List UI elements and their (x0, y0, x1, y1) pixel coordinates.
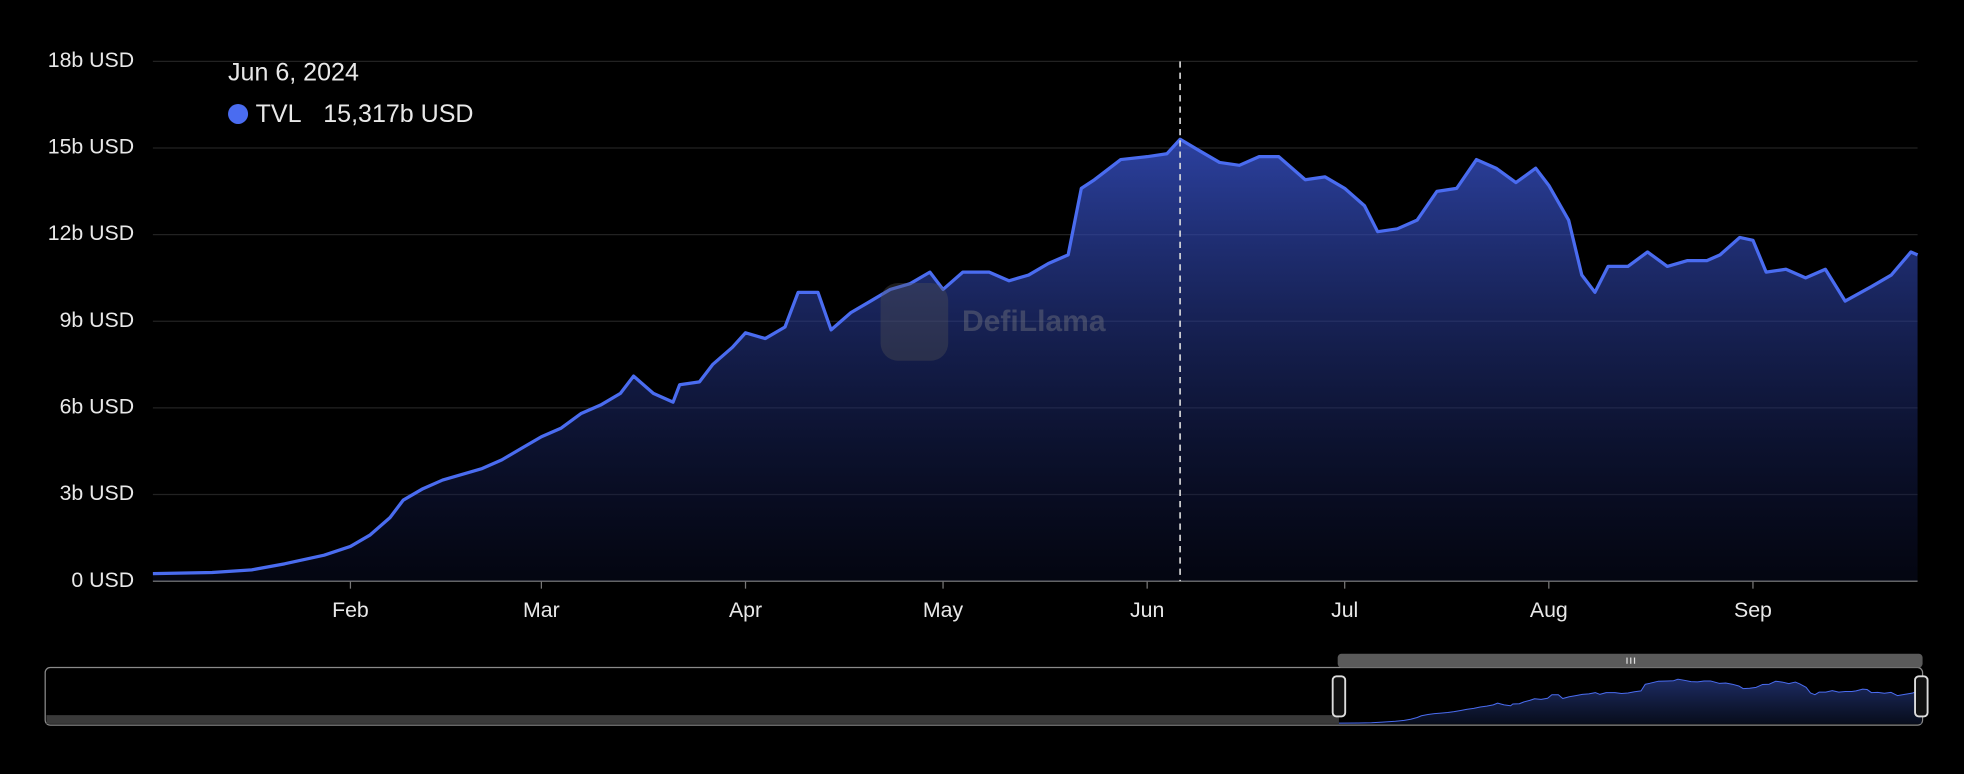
x-tick-label: Jun (1130, 598, 1164, 622)
x-tick-label: Mar (523, 598, 560, 622)
x-tick-label: Sep (1734, 598, 1772, 622)
legend-dot (228, 103, 249, 124)
x-tick-label: May (923, 598, 964, 622)
y-tick-label: 0 USD (71, 568, 134, 592)
tooltip-value: 15,317b USD (323, 100, 473, 128)
y-tick-label: 18b USD (48, 48, 134, 72)
tooltip-date: Jun 6, 2024 (228, 59, 359, 87)
x-tick-label: Apr (729, 598, 762, 622)
minimap-history (46, 715, 1339, 724)
minimap-handle[interactable] (1914, 675, 1929, 718)
line (1338, 678, 1922, 724)
y-tick-label: 6b USD (60, 394, 135, 418)
minimap (44, 653, 1929, 726)
y-tick-label: 15b USD (48, 135, 134, 159)
watermark-logo (880, 283, 949, 361)
x-tick-label: Feb (332, 598, 369, 622)
x-tick-label: Jul (1331, 598, 1358, 622)
y-tick-label: 12b USD (48, 221, 134, 245)
watermark: DefiLlama (880, 283, 1106, 361)
area (152, 139, 1918, 582)
y-tick-label: 3b USD (60, 481, 135, 505)
area (1338, 679, 1922, 724)
watermark-text: DefiLlama (962, 305, 1106, 338)
x-tick-label: Aug (1530, 598, 1568, 622)
minimap-handle[interactable] (1331, 675, 1347, 718)
line (152, 137, 1919, 576)
legend-label: TVL (256, 100, 302, 128)
y-tick-label: 9b USD (60, 308, 135, 332)
